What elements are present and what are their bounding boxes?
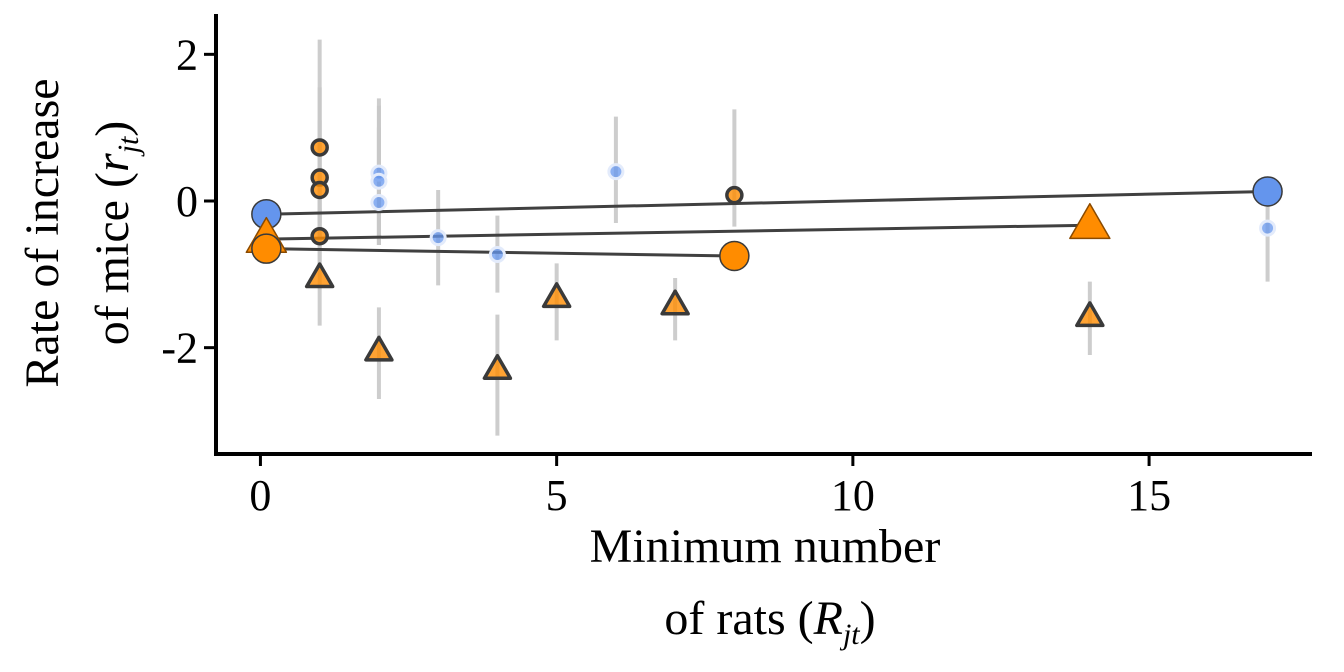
y-tick-label: 2: [176, 30, 198, 79]
y-axis-title-line2: of mice (rjt): [86, 121, 145, 346]
y-axis-title-line1: Rate of increase: [16, 78, 69, 387]
x-tick-label: 0: [249, 471, 271, 520]
fitted-endpoints-layer: [245, 176, 1283, 272]
data-point-orange-triangle: [541, 282, 572, 309]
data-point-orange-circle: [310, 226, 329, 246]
y-axis-title-suffix: ): [86, 121, 139, 137]
data-point-orange-circle: [310, 180, 329, 200]
x-tick-label: 15: [1127, 471, 1171, 520]
data-point-blue-circle: [607, 163, 625, 181]
data-point-orange-triangle: [660, 289, 690, 316]
data-point-orange-triangle: [482, 353, 513, 380]
data-point-orange-circle: [310, 138, 329, 157]
x-ticks: 0 5 10 15: [249, 454, 1171, 520]
x-axis-title-prefix: of rats (: [664, 592, 813, 645]
x-axis-title-symbol: R: [813, 592, 843, 645]
data-point-blue-circle: [370, 193, 388, 211]
fitted-endpoint-circle: [1252, 176, 1283, 207]
data-point-blue-circle: [1259, 219, 1277, 237]
y-axis-title-2: of mice (rjt): [86, 121, 145, 346]
y-axis-title-subscript: jt: [112, 136, 145, 157]
y-ticks: -2 0 2: [161, 30, 216, 373]
fitted-line: [266, 223, 1090, 241]
fitted-line: [266, 189, 1268, 216]
fitted-lines-layer: [266, 189, 1268, 258]
fitted-endpoint-triangle: [1069, 202, 1111, 240]
x-axis-title-line1: Minimum number: [590, 520, 941, 573]
data-point-blue-circle: [429, 229, 447, 247]
fitted-endpoint-circle: [251, 233, 282, 264]
y-axis-title-prefix: of mice (: [86, 172, 139, 345]
error-bars-layer: [317, 39, 1270, 436]
x-axis-title-suffix: ): [860, 592, 876, 645]
data-point-blue-circle: [370, 172, 388, 190]
y-axis-title-symbol: r: [86, 153, 139, 172]
data-point-blue-circle: [488, 246, 506, 264]
x-axis-title-subscript: jt: [839, 618, 860, 651]
data-point-orange-triangle: [304, 262, 335, 289]
data-point-orange-circle: [725, 185, 744, 205]
data-point-orange-triangle: [1075, 301, 1105, 328]
x-tick-label: 10: [831, 471, 875, 520]
x-axis-title-line2: of rats (Rjt): [664, 592, 875, 651]
y-axis-title: Rate of increase: [16, 78, 69, 387]
y-tick-label: 0: [176, 177, 198, 226]
fitted-endpoint-circle: [719, 240, 750, 272]
y-tick-label: -2: [161, 324, 198, 373]
x-tick-label: 5: [546, 471, 568, 520]
data-point-orange-triangle: [364, 335, 394, 362]
data-points-layer: [304, 138, 1277, 380]
